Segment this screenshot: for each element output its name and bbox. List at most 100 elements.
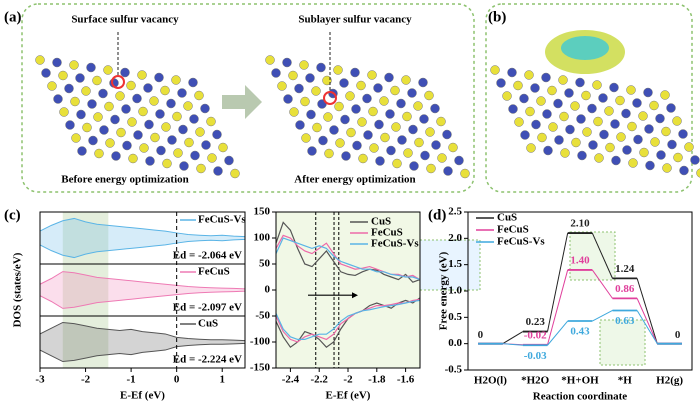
atom [639, 147, 649, 158]
value-label: 0.86 [615, 283, 635, 295]
y-tick-label: 100 [254, 232, 271, 244]
atom [299, 60, 309, 70]
vacancy [323, 91, 337, 105]
atom [436, 116, 446, 127]
atom [621, 108, 631, 119]
atom [213, 166, 223, 176]
value-label: 0.43 [570, 326, 590, 338]
atom [581, 90, 591, 101]
atom [356, 80, 366, 91]
connector [547, 232, 569, 332]
atom [99, 125, 109, 135]
structure-title: Surface sulfur vacancy [71, 14, 179, 26]
atom [599, 129, 609, 140]
atom [103, 65, 113, 75]
y-tick-label: 2.5 [448, 206, 462, 218]
atom [58, 70, 68, 81]
atom [121, 104, 131, 114]
atom [87, 99, 97, 109]
x-tick-label: H2(g) [656, 375, 683, 387]
structure-caption: Before energy optimization [61, 174, 189, 186]
atom [162, 158, 172, 169]
atom [88, 135, 98, 146]
atom [160, 85, 170, 96]
atom [526, 143, 536, 153]
atom [524, 70, 534, 80]
atom [105, 138, 115, 148]
x-tick-label: -3 [35, 374, 45, 386]
atom [632, 98, 642, 108]
atom [322, 75, 332, 86]
panel-label: (c) [4, 207, 21, 223]
atom [339, 78, 349, 88]
atom [195, 127, 205, 137]
atom [358, 153, 368, 164]
x-tick-label: -2.4 [282, 374, 300, 386]
atom [316, 62, 326, 73]
value-label: 1.24 [615, 263, 635, 275]
atom [570, 101, 580, 111]
atom [167, 135, 177, 145]
connector [591, 232, 613, 279]
atom [154, 72, 164, 83]
y-tick-label: 0 [265, 284, 271, 296]
atom [179, 161, 189, 171]
atom [92, 75, 102, 86]
atom [305, 73, 315, 83]
atom [70, 96, 80, 107]
x-tick-label: *H [618, 375, 633, 387]
atom [650, 137, 660, 147]
annotation: Ed = -2.224 eV [173, 354, 242, 366]
connector [502, 331, 524, 345]
atom [300, 96, 310, 107]
atom [184, 137, 194, 148]
atom [661, 126, 671, 137]
atom [132, 93, 142, 104]
connector [547, 320, 569, 346]
atom [171, 75, 181, 85]
panel-label: (a) [4, 9, 22, 25]
atom [196, 163, 206, 174]
atom [295, 120, 305, 130]
atom [64, 83, 74, 94]
atom [318, 135, 328, 146]
atom [628, 158, 638, 168]
y-tick-label: 150 [254, 206, 271, 218]
panel-label: (d) [428, 207, 446, 223]
atom [525, 106, 535, 117]
atom [324, 148, 334, 159]
atom [420, 150, 430, 161]
atom [306, 109, 316, 120]
atom [201, 140, 211, 150]
atom [672, 116, 682, 126]
atom [520, 130, 530, 140]
atom [311, 86, 321, 96]
atom [656, 150, 666, 160]
x-tick-label: -1.8 [368, 374, 386, 386]
atom [144, 119, 154, 130]
y-tick-label: 1.5 [448, 258, 462, 270]
atom [357, 117, 367, 127]
atom [94, 148, 104, 159]
connector [502, 343, 523, 346]
atom [593, 116, 603, 127]
x-axis-label: Reaction coordinate [533, 391, 628, 403]
atom [627, 121, 637, 132]
atom [696, 168, 700, 178]
inset-structure [569, 231, 616, 281]
atom [82, 122, 92, 133]
inset-structure [599, 319, 646, 366]
atom [403, 148, 413, 158]
atom [577, 150, 587, 161]
atom [333, 65, 343, 75]
atom [626, 85, 636, 95]
atom [178, 124, 188, 135]
atom [367, 70, 377, 80]
shade-band [62, 212, 109, 368]
atom [369, 143, 379, 153]
atom [341, 151, 351, 161]
atom [52, 57, 62, 68]
atom [69, 60, 79, 70]
atom [47, 81, 57, 91]
atom [379, 96, 389, 106]
